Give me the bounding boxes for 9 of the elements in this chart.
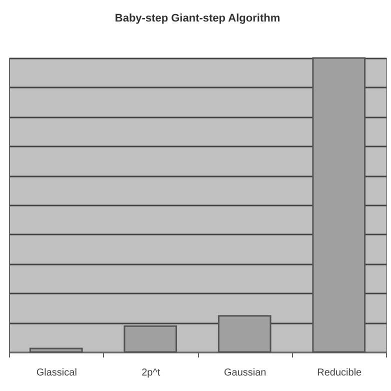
x-tick-label: Reducible: [317, 368, 362, 378]
x-tick-label: Gaussian: [224, 368, 266, 378]
chart-title: Baby-step Giant-step Algorithm: [114, 12, 280, 24]
bar: [29, 348, 83, 353]
x-tick-label: 2p^t: [142, 368, 160, 378]
bar: [124, 325, 178, 353]
x-tick-label: Glassical: [36, 368, 77, 378]
bar: [218, 315, 272, 353]
bar: [312, 57, 366, 353]
